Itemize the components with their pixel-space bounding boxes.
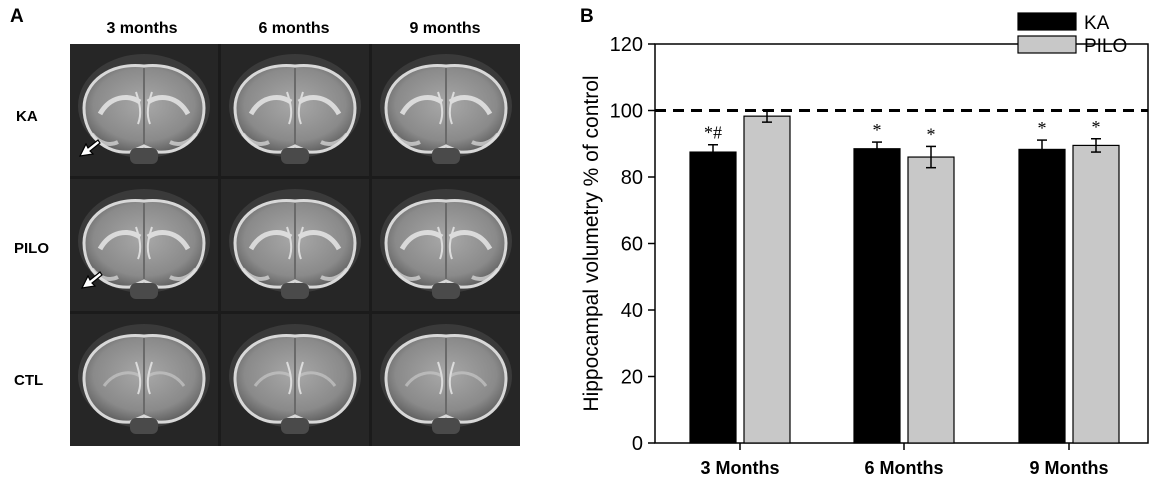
mri-slice-ka-2 (221, 44, 369, 176)
legend-label-pilo: PILO (1084, 36, 1127, 57)
panel-a-letter: A (10, 6, 24, 27)
lesion-arrow-icon-ka (78, 139, 101, 157)
mri-slice-pilo-1 (70, 179, 218, 311)
significance-marker-pilo-2: * (927, 124, 936, 144)
y-axis-label: Hippocampal volumetry % of control (580, 75, 603, 411)
column-label-6-months: 6 months (258, 20, 330, 37)
legend-label-ka: KA (1084, 13, 1110, 34)
bar-pilo-1 (743, 115, 791, 444)
x-tick-label: 6 Months (865, 458, 944, 478)
row-label-ctl: CTL (14, 372, 44, 389)
bar-ka-1 (689, 151, 737, 444)
y-tick-label: 40 (621, 300, 643, 322)
mri-slice-ka-1 (70, 44, 218, 176)
legend-swatch-ka (1017, 12, 1077, 31)
mri-image-grid (70, 44, 520, 446)
y-tick-label: 20 (621, 367, 643, 389)
mri-slice-pilo-2 (221, 179, 369, 311)
mri-slice-ctl-1 (70, 314, 218, 446)
column-label-9-months: 9 months (409, 20, 481, 37)
significance-marker-ka-2: * (873, 120, 882, 140)
column-label-3-months: 3 months (106, 20, 178, 37)
bar-pilo-3 (1072, 144, 1120, 444)
y-tick-label: 80 (621, 167, 643, 189)
row-label-pilo: PILO (14, 240, 50, 257)
mri-slice-ctl-2 (221, 314, 369, 446)
significance-marker-ka-1: *# (704, 123, 722, 143)
y-tick-label: 100 (610, 101, 643, 123)
mri-slice-ka-3 (372, 44, 520, 176)
bar-ka-3 (1018, 148, 1066, 444)
lesion-arrow-icon-pilo (80, 271, 103, 289)
legend-swatch-pilo (1017, 35, 1077, 54)
significance-marker-pilo-3: * (1092, 117, 1101, 137)
x-tick-label: 9 Months (1030, 458, 1109, 478)
bar-pilo-2 (907, 156, 955, 444)
y-tick-label: 0 (632, 433, 643, 455)
panel-b-letter: B (580, 6, 594, 27)
mri-slice-pilo-3 (372, 179, 520, 311)
y-tick-label: 60 (621, 234, 643, 256)
mri-slice-ctl-3 (372, 314, 520, 446)
row-label-ka: KA (16, 108, 38, 125)
significance-marker-ka-3: * (1038, 118, 1047, 138)
x-tick-label: 3 Months (701, 458, 780, 478)
bar-ka-2 (853, 148, 901, 444)
y-tick-label: 120 (610, 34, 643, 56)
hippocampal-volumetry-bar-chart: 0 20 40 60 80 100 120 Hippocampal volumetry % o… (580, 12, 1149, 478)
